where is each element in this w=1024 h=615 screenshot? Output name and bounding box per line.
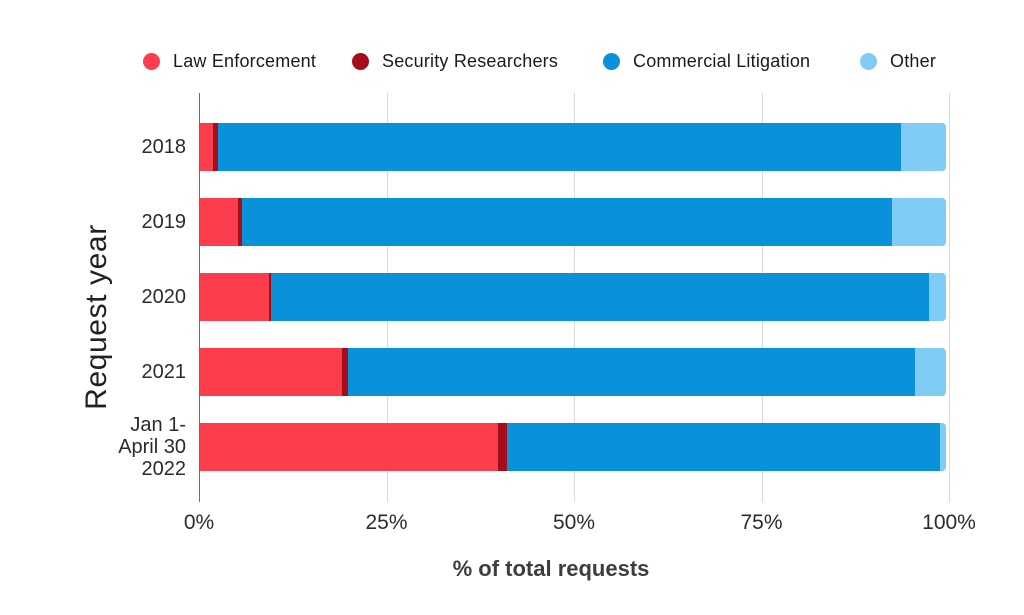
legend-label-law-enforcement: Law Enforcement xyxy=(173,50,317,71)
bar-row-2022 xyxy=(200,423,946,471)
legend-label-other: Other xyxy=(890,50,937,71)
legend-dot-law-enforcement xyxy=(143,52,160,70)
bar-segment-2021-law-enforcement xyxy=(200,348,343,396)
legend-dot-other xyxy=(860,52,877,70)
bar-segment-2020-commercial-litigation xyxy=(270,273,929,321)
gridline-100 xyxy=(949,93,950,502)
category-label-2019: 2019 xyxy=(141,211,187,233)
x-axis-title: % of total requests xyxy=(452,556,650,581)
bar-segment-2020-other xyxy=(928,273,946,321)
bar-segment-2020-security-researchers xyxy=(269,273,271,321)
bar-segment-2022-security-researchers xyxy=(497,423,508,471)
legend-item-other: Other xyxy=(860,51,936,71)
bar-row-2018 xyxy=(200,123,946,171)
legend-label-commercial-litigation: Commercial Litigation xyxy=(633,50,811,71)
x-tick-label-0: 0% xyxy=(183,511,215,534)
category-label-2022: Jan 1- April 30 2022 xyxy=(118,414,186,480)
bar-row-2021 xyxy=(200,348,946,396)
category-label-2020: 2020 xyxy=(141,286,187,308)
bar-segment-2018-commercial-litigation xyxy=(217,123,902,171)
bar-segment-2018-other xyxy=(901,123,946,171)
legend-item-law-enforcement: Law Enforcement xyxy=(143,51,316,71)
y-axis-line xyxy=(199,93,200,502)
legend-item-security-researchers: Security Researchers xyxy=(352,51,558,71)
bar-segment-2019-other xyxy=(891,198,946,246)
x-tick-label-100: 100% xyxy=(922,511,976,534)
x-tick-label-25: 25% xyxy=(365,511,408,534)
y-axis-title: Request year xyxy=(80,224,113,410)
bar-segment-2021-security-researchers xyxy=(342,348,348,396)
x-tick-label-75: 75% xyxy=(740,511,783,534)
category-label-2021: 2021 xyxy=(141,361,187,383)
bar-segment-2020-law-enforcement xyxy=(200,273,270,321)
bar-segment-2019-commercial-litigation xyxy=(241,198,892,246)
bar-row-2019 xyxy=(200,198,946,246)
bar-segment-2022-commercial-litigation xyxy=(507,423,940,471)
bar-segment-2022-other xyxy=(940,423,946,471)
bar-segment-2018-security-researchers xyxy=(212,123,218,171)
bar-segment-2019-security-researchers xyxy=(238,198,242,246)
legend-label-security-researchers: Security Researchers xyxy=(382,50,559,71)
legend-dot-commercial-litigation xyxy=(603,52,620,70)
bar-segment-2019-law-enforcement xyxy=(200,198,239,246)
bar-segment-2021-other xyxy=(915,348,946,396)
category-label-2018: 2018 xyxy=(141,136,187,158)
legend-item-commercial-litigation: Commercial Litigation xyxy=(603,51,810,71)
bar-segment-2022-law-enforcement xyxy=(200,423,498,471)
x-tick-label-50: 50% xyxy=(552,511,596,534)
legend-dot-security-researchers xyxy=(352,52,369,70)
bar-row-2020 xyxy=(200,273,946,321)
bar-segment-2018-law-enforcement xyxy=(200,123,213,171)
bar-segment-2021-commercial-litigation xyxy=(347,348,916,396)
